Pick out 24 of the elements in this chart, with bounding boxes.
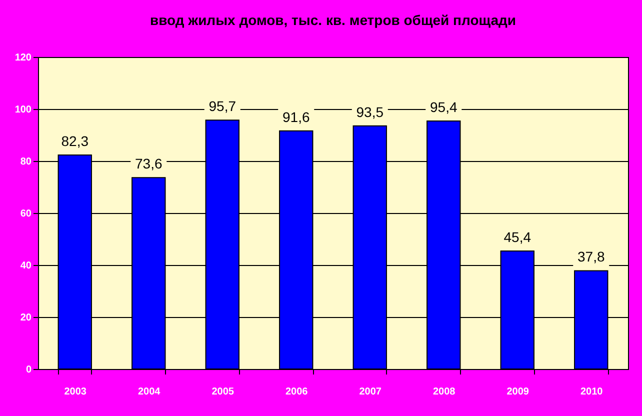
data-label: 93,5	[356, 104, 384, 120]
x-tick-label: 2010	[580, 386, 604, 398]
x-tick-label: 2006	[286, 386, 308, 398]
x-tick-label: 2004	[138, 386, 161, 398]
y-tick-label: 60	[20, 208, 32, 220]
data-label: 82,3	[61, 133, 89, 150]
x-tick-label: 2008	[433, 386, 456, 398]
x-tick-label: 2007	[359, 386, 382, 398]
y-tick-label: 100	[14, 104, 32, 116]
chart-title: ввод жилых домов, тыс. кв. метров общей площади	[150, 12, 516, 28]
data-label: 91,6	[282, 108, 310, 125]
x-tick-label: 2009	[506, 386, 530, 398]
data-label: 73,6	[135, 156, 162, 172]
y-tick-label: 80	[20, 156, 32, 168]
data-label: 95,4	[430, 98, 458, 115]
data-label: 95,7	[208, 98, 236, 114]
x-tick-label: 2005	[212, 386, 234, 398]
data-label: 45,4	[504, 228, 532, 245]
y-tick-label: 20	[20, 312, 32, 324]
y-tick-label: 120	[14, 52, 32, 64]
y-tick-label: 40	[20, 260, 32, 272]
data-label: 37,8	[578, 248, 605, 265]
x-tick-label: 2003	[64, 386, 87, 398]
y-tick-label: 0	[26, 364, 32, 376]
